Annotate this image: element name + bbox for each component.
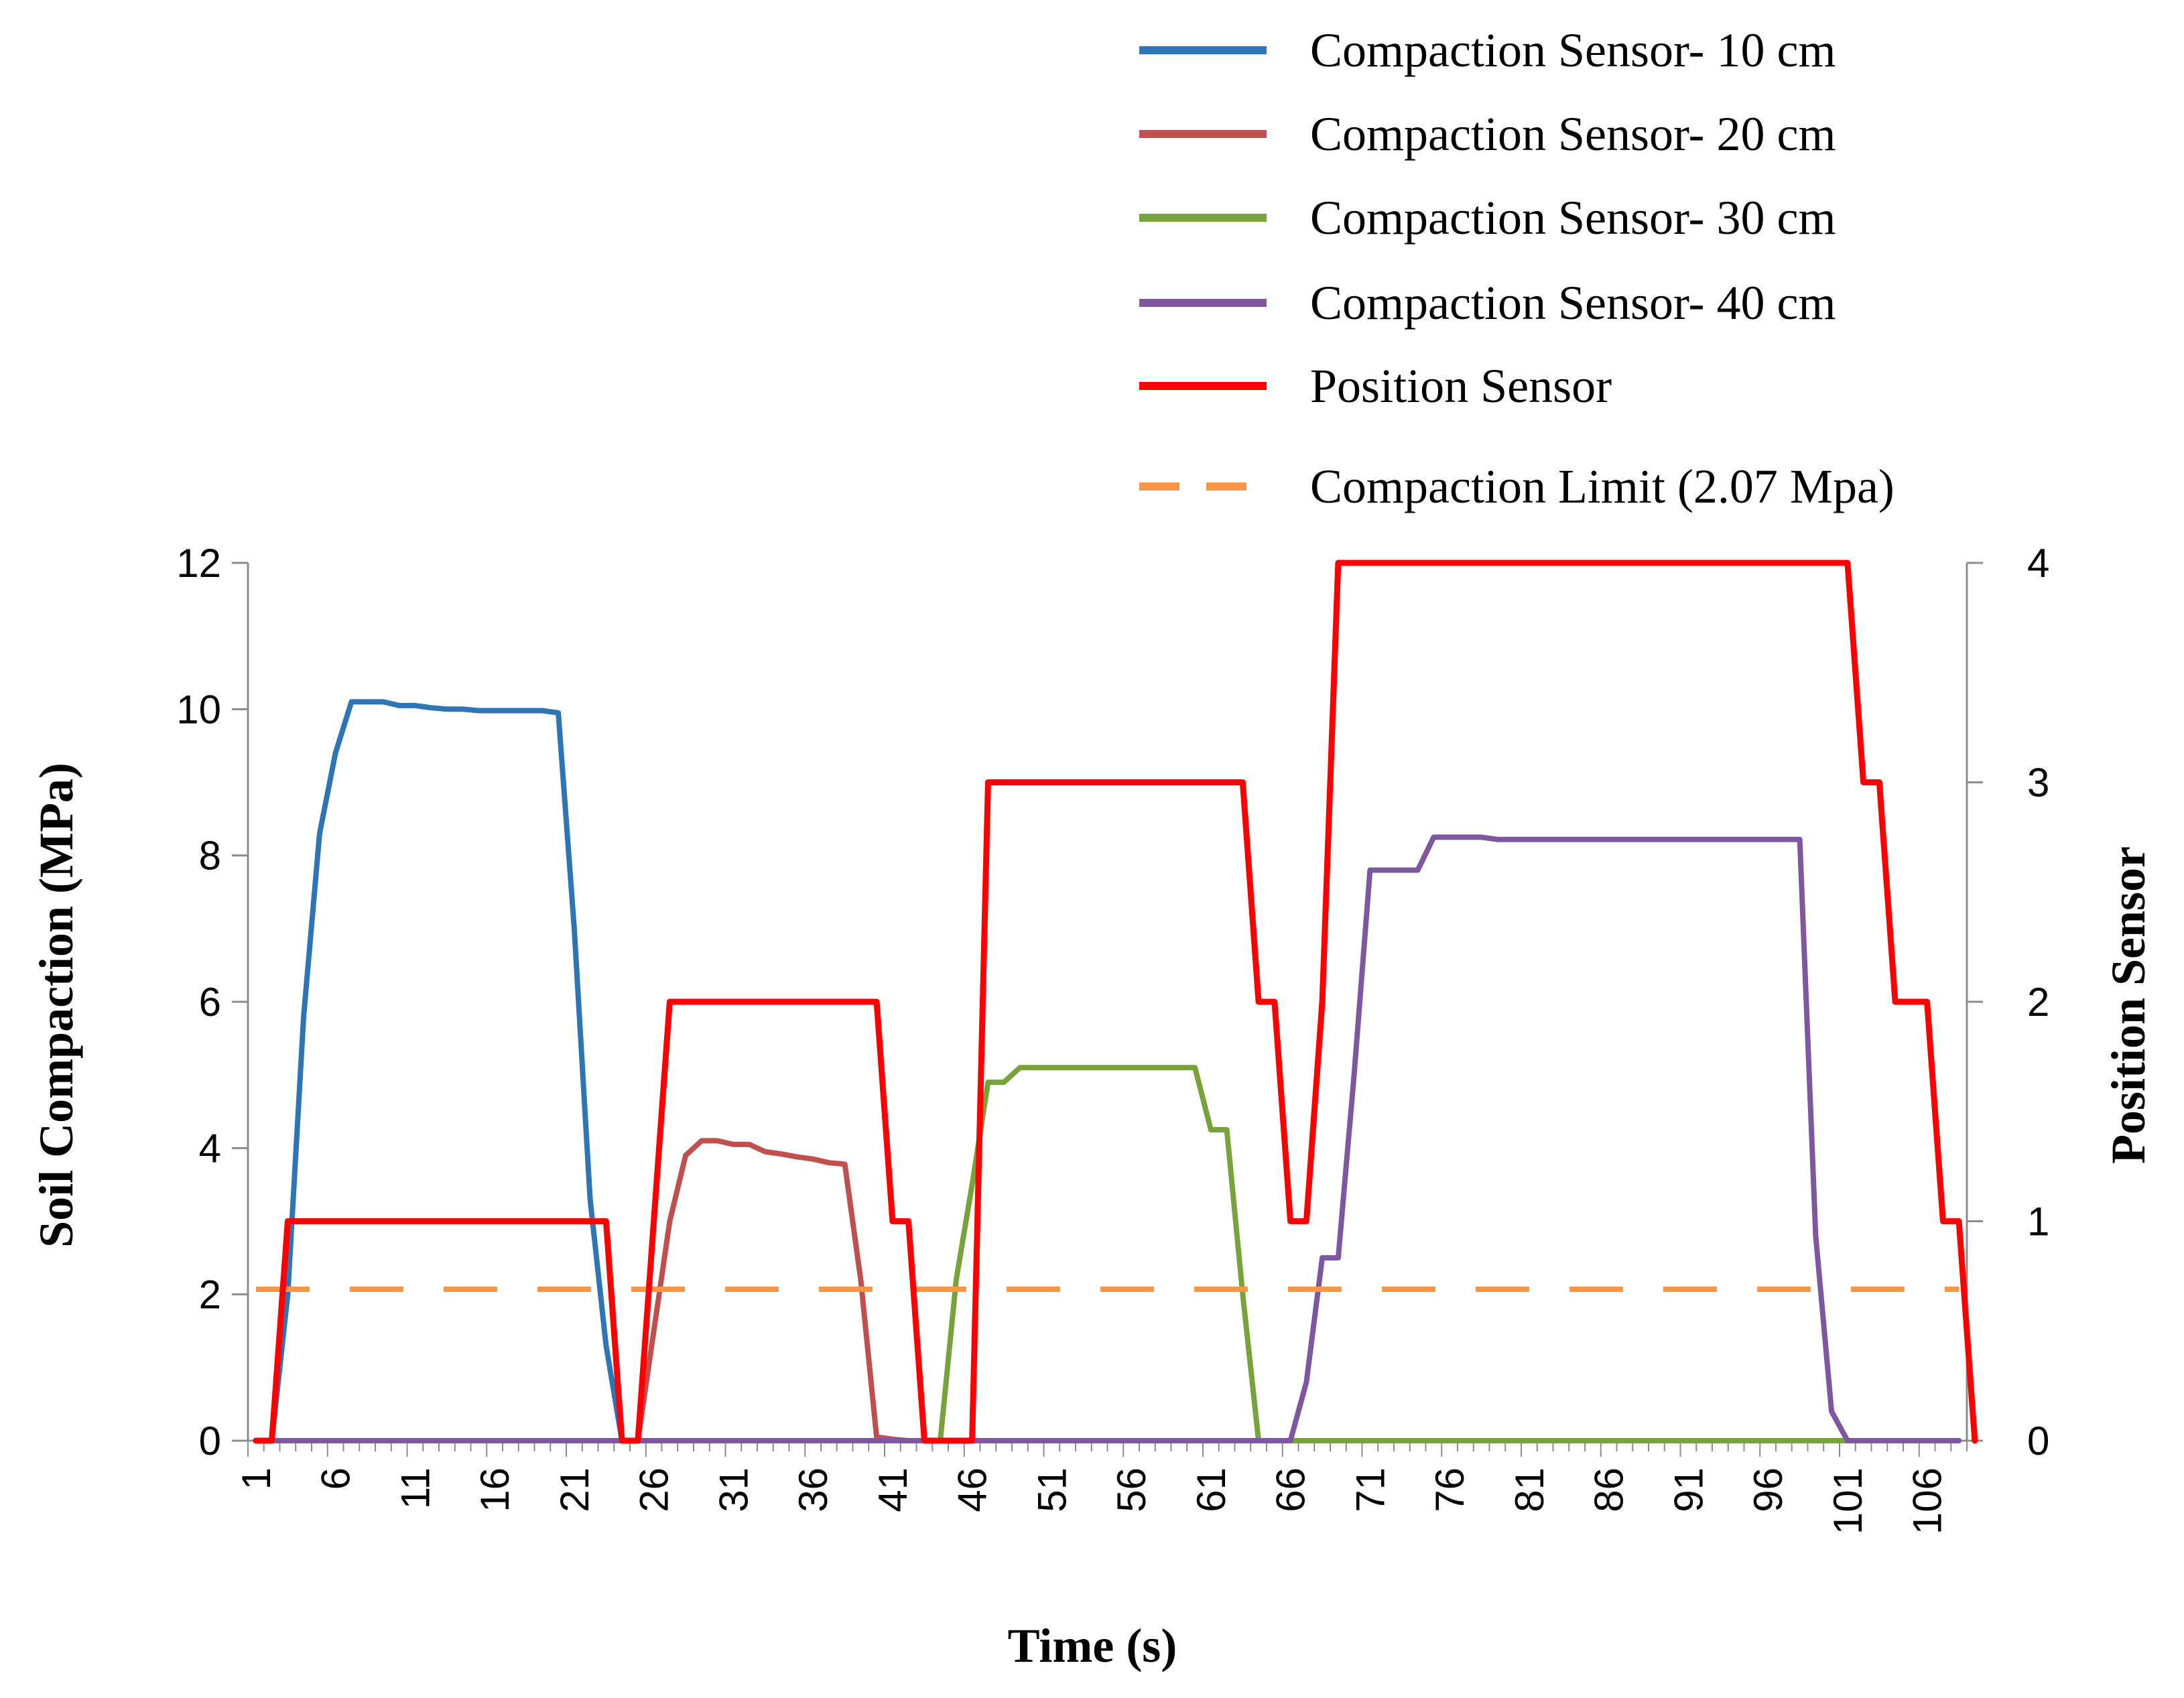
x-tick-label: 86 <box>1587 1467 1632 1512</box>
series-line-compaction-sensor-30-cm <box>253 1065 1962 1443</box>
x-tick-label: 101 <box>1825 1467 1870 1534</box>
legend-label: Compaction Sensor- 10 cm <box>1310 23 1836 77</box>
x-tick-label: 61 <box>1189 1467 1234 1512</box>
x-tick-label: 76 <box>1427 1467 1472 1512</box>
series-line-position-sensor <box>253 560 1978 1444</box>
series-line-compaction-sensor-20-cm <box>253 1138 1962 1443</box>
x-tick-label: 56 <box>1109 1467 1154 1512</box>
series-line-compaction-sensor-40-cm <box>253 834 1962 1443</box>
y2-tick-label: 3 <box>2027 761 2049 805</box>
x-tick-label: 31 <box>711 1467 756 1512</box>
y-tick-label: 2 <box>199 1272 221 1317</box>
legend-label: Position Sensor <box>1310 359 1612 413</box>
y-tick-label: 4 <box>199 1126 221 1171</box>
x-tick-label: 1 <box>234 1467 279 1490</box>
y-tick-label: 0 <box>199 1419 221 1463</box>
x-tick-label: 26 <box>632 1467 677 1512</box>
y2-tick-label: 4 <box>2027 541 2049 586</box>
x-tick-label: 21 <box>552 1467 597 1512</box>
y-tick-label: 8 <box>199 834 221 878</box>
series-line-compaction-sensor-10-cm <box>253 699 1962 1443</box>
y2-tick-label: 1 <box>2027 1199 2049 1244</box>
y-axis-title: Soil Compaction (MPa) <box>29 763 83 1248</box>
x-tick-label: 66 <box>1269 1467 1313 1512</box>
x-axis-title: Time (s) <box>1008 1619 1177 1673</box>
x-tick-label: 51 <box>1029 1467 1074 1512</box>
x-tick-label: 36 <box>791 1467 836 1512</box>
x-tick-label: 96 <box>1746 1467 1791 1512</box>
y-tick-label: 10 <box>176 687 221 732</box>
x-tick-label: 106 <box>1905 1467 1950 1534</box>
legend-label: Compaction Sensor- 40 cm <box>1310 276 1836 330</box>
y2-tick-label: 2 <box>2027 980 2049 1025</box>
x-tick-label: 41 <box>871 1467 915 1512</box>
y-tick-label: 12 <box>176 541 221 586</box>
y-tick-label: 6 <box>199 980 221 1025</box>
legend: Compaction Sensor- 10 cm Compaction Senso… <box>1139 23 1894 513</box>
x-tick-label: 11 <box>393 1467 438 1509</box>
x-tick-label: 81 <box>1507 1467 1552 1512</box>
x-tick-label: 91 <box>1666 1467 1711 1512</box>
x-tick-label: 6 <box>314 1467 359 1490</box>
y2-axis-title: Position Sensor <box>2102 846 2155 1164</box>
legend-label: Compaction Sensor- 30 cm <box>1310 191 1836 245</box>
x-tick-label: 71 <box>1348 1467 1393 1512</box>
series-layer <box>253 560 1978 1444</box>
x-tick-label: 16 <box>472 1467 517 1512</box>
legend-label: Compaction Sensor- 20 cm <box>1310 107 1836 161</box>
legend-label: Compaction Limit (2.07 Mpa) <box>1310 460 1894 513</box>
y2-tick-label: 0 <box>2027 1419 2049 1463</box>
x-tick-label: 46 <box>950 1467 995 1512</box>
